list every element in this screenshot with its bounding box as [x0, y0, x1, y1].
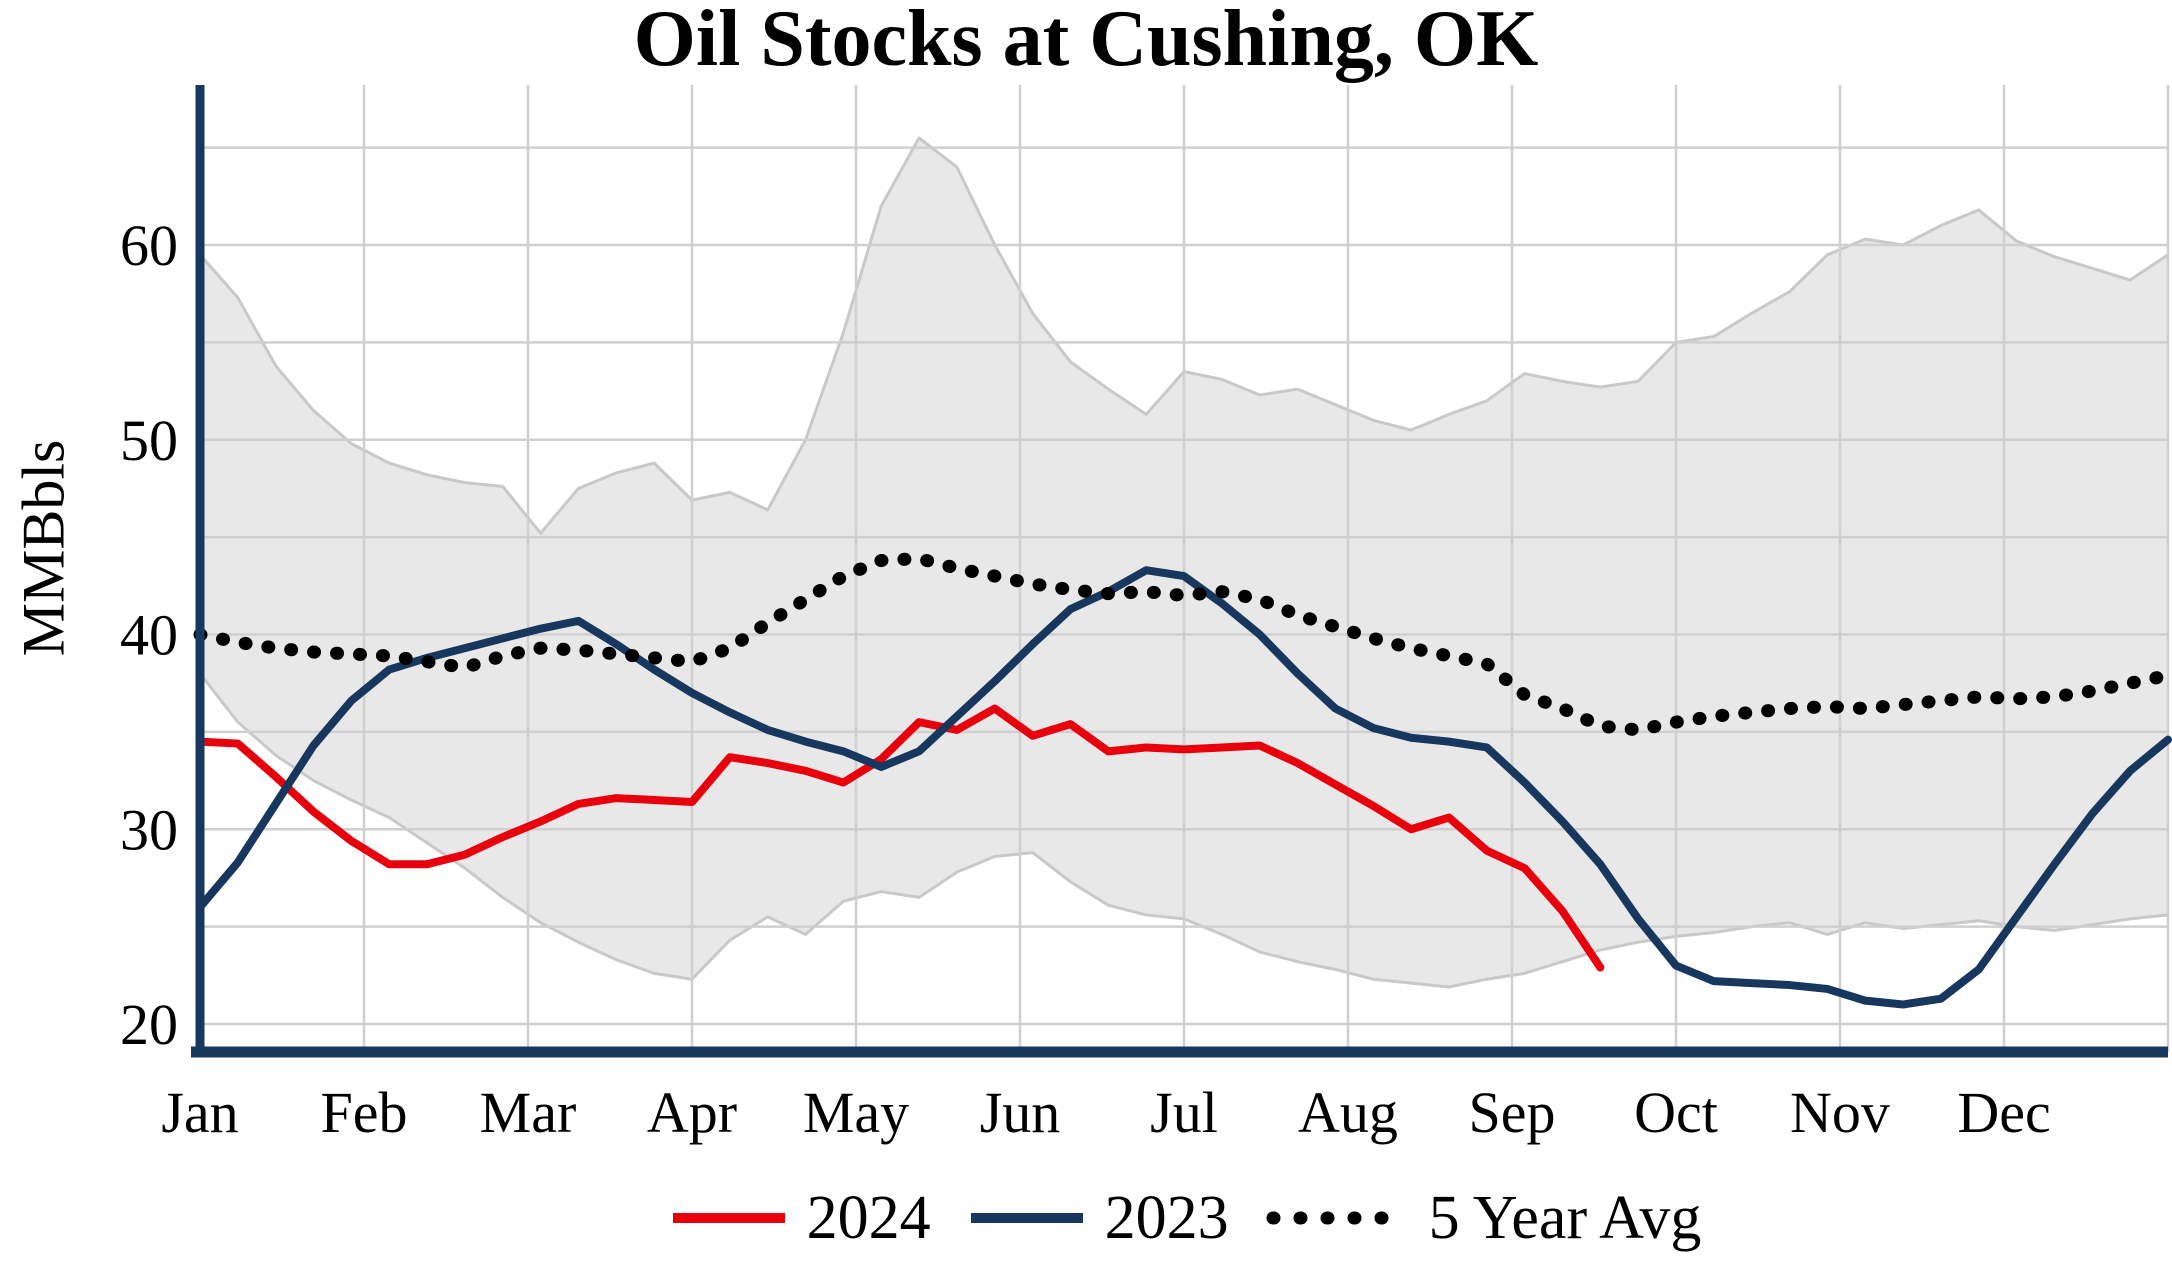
x-tick-label: Jun	[980, 1080, 1061, 1145]
legend-2023-line-icon	[970, 1213, 1083, 1223]
legend-item-5yr-avg: 5 Year Avg	[1263, 1183, 1702, 1254]
y-tick-label: 50	[120, 408, 178, 473]
legend-5yr-avg-dotted-icon	[1266, 1211, 1413, 1225]
y-tick-label: 40	[120, 603, 178, 668]
legend-label-2023: 2023	[1104, 1183, 1229, 1252]
legend: 2024 2023 5 Year Avg	[200, 1168, 2168, 1268]
y-tick-label: 60	[120, 213, 178, 278]
x-tick-label: Sep	[1469, 1080, 1556, 1145]
x-tick-label: Dec	[1957, 1080, 2050, 1145]
series-line-2024	[196, 704, 1605, 972]
x-tick-label: May	[803, 1080, 909, 1145]
x-tick-label: Mar	[480, 1080, 577, 1145]
x-tick-label: Apr	[647, 1080, 737, 1145]
legend-item-2024: 2024	[667, 1183, 931, 1254]
x-tick-label: Jan	[161, 1080, 238, 1145]
x-tick-label: Aug	[1298, 1080, 1398, 1145]
x-tick-label: Jul	[1150, 1080, 1218, 1145]
legend-item-2023: 2023	[965, 1183, 1229, 1254]
series-line-5-year-avg	[193, 552, 2172, 737]
x-tick-label: Nov	[1790, 1080, 1890, 1145]
legend-label-2024: 2024	[806, 1183, 931, 1252]
y-tick-label: 20	[120, 992, 178, 1057]
series-line-2023	[196, 566, 2172, 1009]
x-tick-label: Oct	[1634, 1080, 1718, 1145]
legend-label-5yr-avg: 5 Year Avg	[1428, 1183, 1702, 1252]
legend-2024-line-icon	[672, 1213, 785, 1223]
x-tick-label: Feb	[321, 1080, 408, 1145]
y-tick-label: 30	[120, 797, 178, 862]
chart-title: Oil Stocks at Cushing, OK	[633, 0, 1539, 83]
